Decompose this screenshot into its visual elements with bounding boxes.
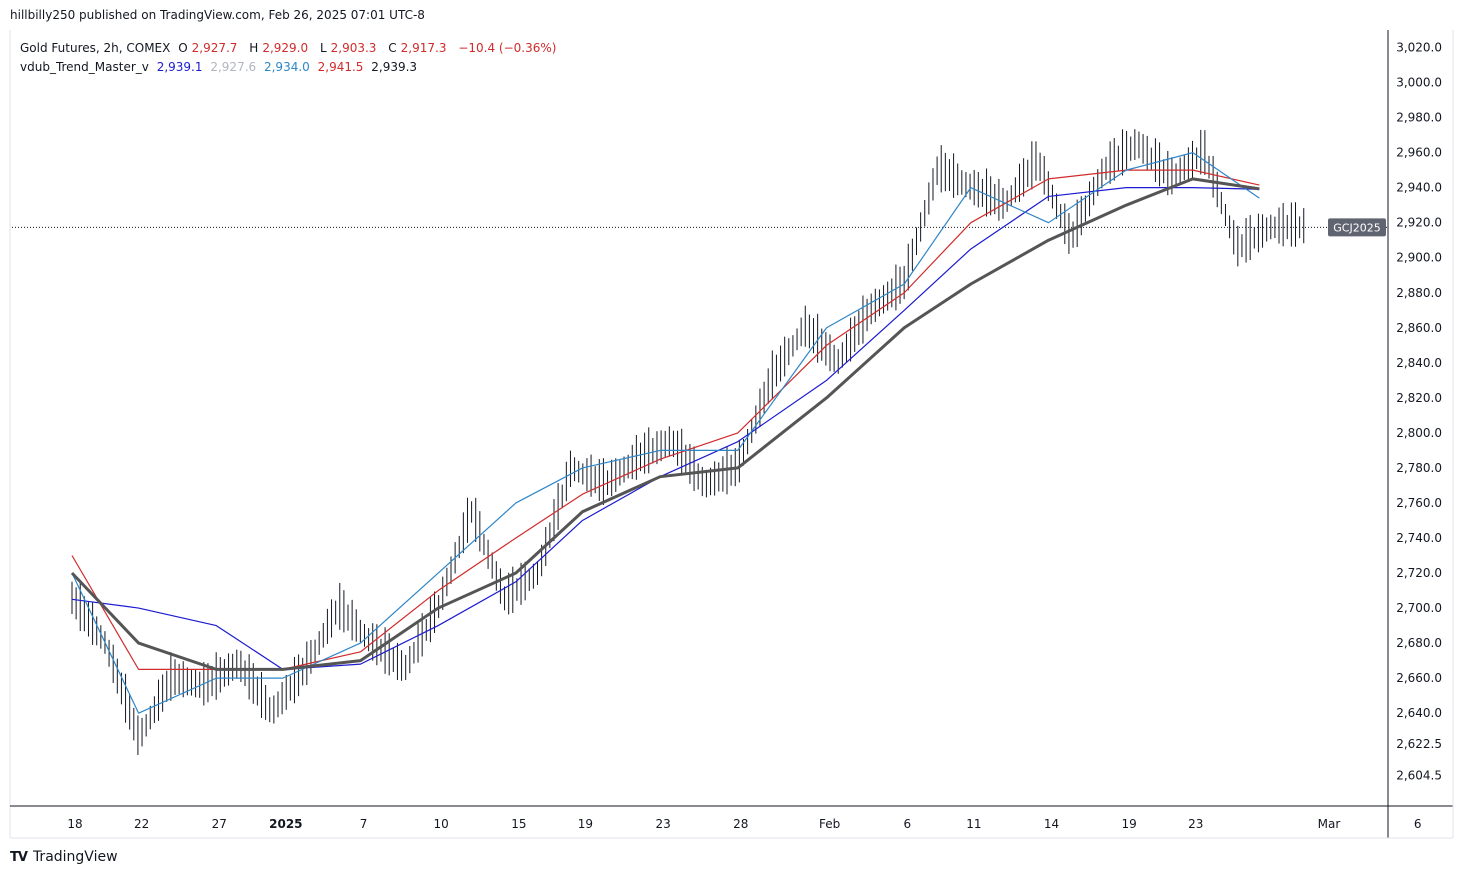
y-tick-label: 2,780.0 [1396, 461, 1442, 475]
y-tick-label: 2,640.0 [1396, 706, 1442, 720]
x-tick-label: 2025 [269, 817, 302, 831]
indicator-row: vdub_Trend_Master_v 2,939.1 2,927.6 2,93… [20, 58, 560, 77]
indicator-value-4: 2,941.5 [317, 60, 364, 74]
x-tick-label: 6 [903, 817, 911, 831]
x-tick-label: 27 [212, 817, 227, 831]
x-tick-label: 7 [360, 817, 368, 831]
y-tick-label: 2,604.5 [1396, 768, 1442, 782]
y-tick-label: 2,940.0 [1396, 181, 1442, 195]
x-tick-label: 23 [1188, 817, 1203, 831]
y-tick-label: 2,720.0 [1396, 566, 1442, 580]
y-tick-label: 2,820.0 [1396, 391, 1442, 405]
y-tick-label: 2,900.0 [1396, 251, 1442, 265]
series-line [71, 169, 1260, 670]
series-line [71, 187, 1260, 670]
x-tick-label: 15 [511, 817, 526, 831]
y-tick-label: 2,920.0 [1396, 216, 1442, 230]
y-tick-label: 2,660.0 [1396, 671, 1442, 685]
y-tick-label: 2,840.0 [1396, 356, 1442, 370]
x-tick-label: 11 [966, 817, 981, 831]
publisher-line: hillbilly250 published on TradingView.co… [10, 8, 425, 22]
y-tick-label: 2,760.0 [1396, 496, 1442, 510]
ohlc-close: C 2,917.3 [388, 41, 447, 55]
x-tick-label: Mar [1318, 817, 1341, 831]
y-tick-label: 2,960.0 [1396, 146, 1442, 160]
legend: Gold Futures, 2h, COMEX O 2,927.7 H 2,929.… [20, 39, 560, 77]
y-tick-label: 2,860.0 [1396, 321, 1442, 335]
tradingview-logo-icon: TV [10, 849, 28, 865]
y-tick-label: 3,020.0 [1396, 41, 1442, 55]
y-tick-label: 2,880.0 [1396, 286, 1442, 300]
y-tick-label: 2,980.0 [1396, 111, 1442, 125]
indicator-value-2: 2,927.6 [210, 60, 257, 74]
y-tick-label: 3,000.0 [1396, 76, 1442, 90]
price-tag-label: GCJ2025 [1333, 221, 1380, 234]
y-tick-label: 2,800.0 [1396, 426, 1442, 440]
x-tick-label: 19 [1122, 817, 1137, 831]
y-tick-label: 2,622.5 [1396, 737, 1442, 751]
ohlc-high: H 2,929.0 [249, 41, 309, 55]
y-tick-label: 2,680.0 [1396, 636, 1442, 650]
symbol-label: Gold Futures, 2h, COMEX [20, 41, 171, 55]
series-line [70, 177, 1260, 671]
ohlc-open: O 2,927.7 [178, 41, 238, 55]
brand-label: TradingView [32, 849, 118, 865]
x-tick-label: 28 [733, 817, 748, 831]
indicator-value-3: 2,934.0 [263, 60, 310, 74]
x-tick-label: Feb [819, 817, 840, 831]
x-tick-label: 6 [1414, 817, 1422, 831]
indicator-value-1: 2,939.1 [156, 60, 203, 74]
footer: TV TradingView [10, 849, 118, 865]
x-tick-label: 22 [134, 817, 149, 831]
x-tick-label: 23 [655, 817, 670, 831]
indicator-name: vdub_Trend_Master_v [20, 60, 149, 74]
x-tick-label: 18 [67, 817, 82, 831]
change-value: −10.4 (−0.36%) [458, 41, 557, 55]
x-tick-label: 19 [578, 817, 593, 831]
symbol-row: Gold Futures, 2h, COMEX O 2,927.7 H 2,929.… [20, 39, 560, 58]
y-tick-label: 2,700.0 [1396, 601, 1442, 615]
x-tick-label: 14 [1044, 817, 1059, 831]
y-tick-label: 2,740.0 [1396, 531, 1442, 545]
x-tick-label: 10 [434, 817, 449, 831]
ohlc-low: L 2,903.3 [319, 41, 377, 55]
series-line [71, 152, 1260, 714]
indicator-value-5: 2,939.3 [371, 60, 418, 74]
price-tag [1328, 218, 1386, 237]
